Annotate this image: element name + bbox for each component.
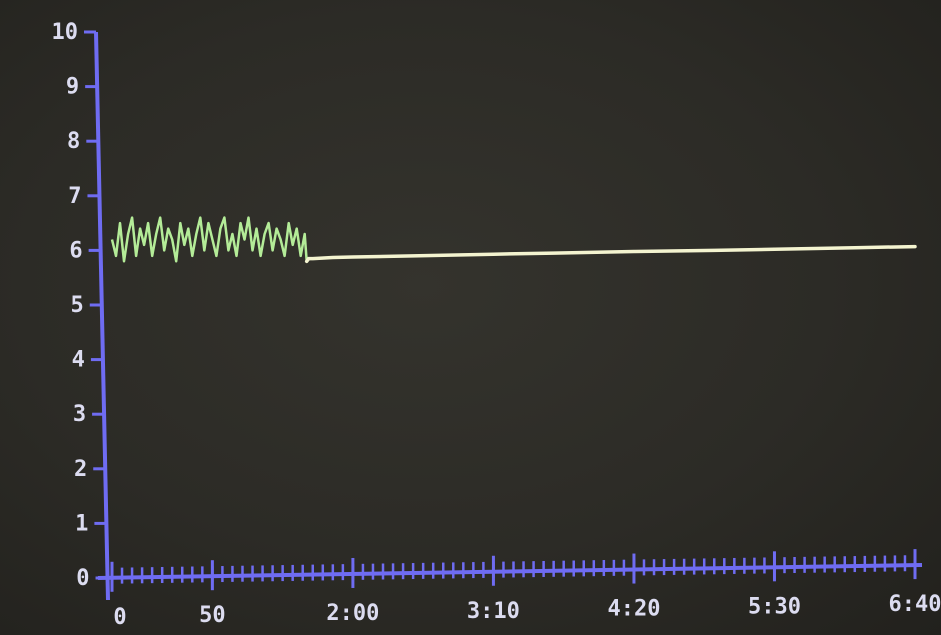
- y-tick-label: 3: [73, 402, 86, 427]
- x-tick-label: 6:40: [889, 592, 941, 617]
- x-tick-label: 50: [199, 603, 226, 628]
- axes: [84, 30, 923, 601]
- series-layer: [110, 216, 917, 264]
- signal-trace-noisy: [110, 216, 310, 263]
- x-tick-label: 0: [113, 605, 126, 630]
- y-tick-label: 10: [52, 20, 79, 45]
- x-tick-label: 2:00: [326, 601, 379, 626]
- signal-trace-steady: [304, 244, 917, 264]
- y-tick-label: 2: [74, 457, 87, 482]
- y-tick-label: 6: [69, 238, 82, 263]
- y-tick-label: 8: [67, 129, 80, 154]
- y-tick-label: 1: [75, 511, 88, 536]
- y-tick-label: 5: [71, 293, 84, 318]
- x-tick-label: 3:10: [467, 599, 520, 624]
- x-tick-label: 5:30: [748, 594, 801, 619]
- y-axis-line: [94, 31, 110, 601]
- x-tick-label: 4:20: [607, 597, 660, 622]
- y-tick-label: 7: [68, 184, 81, 209]
- tick-labels: 0 1 2 3 4 5 6 7 8 9 10 0 50 2:00 3:10 4:20 5:30 6:40: [52, 20, 941, 630]
- y-tick-label: 4: [72, 348, 85, 373]
- y-tick-label: 9: [66, 75, 79, 100]
- y-tick-label: 0: [76, 566, 89, 591]
